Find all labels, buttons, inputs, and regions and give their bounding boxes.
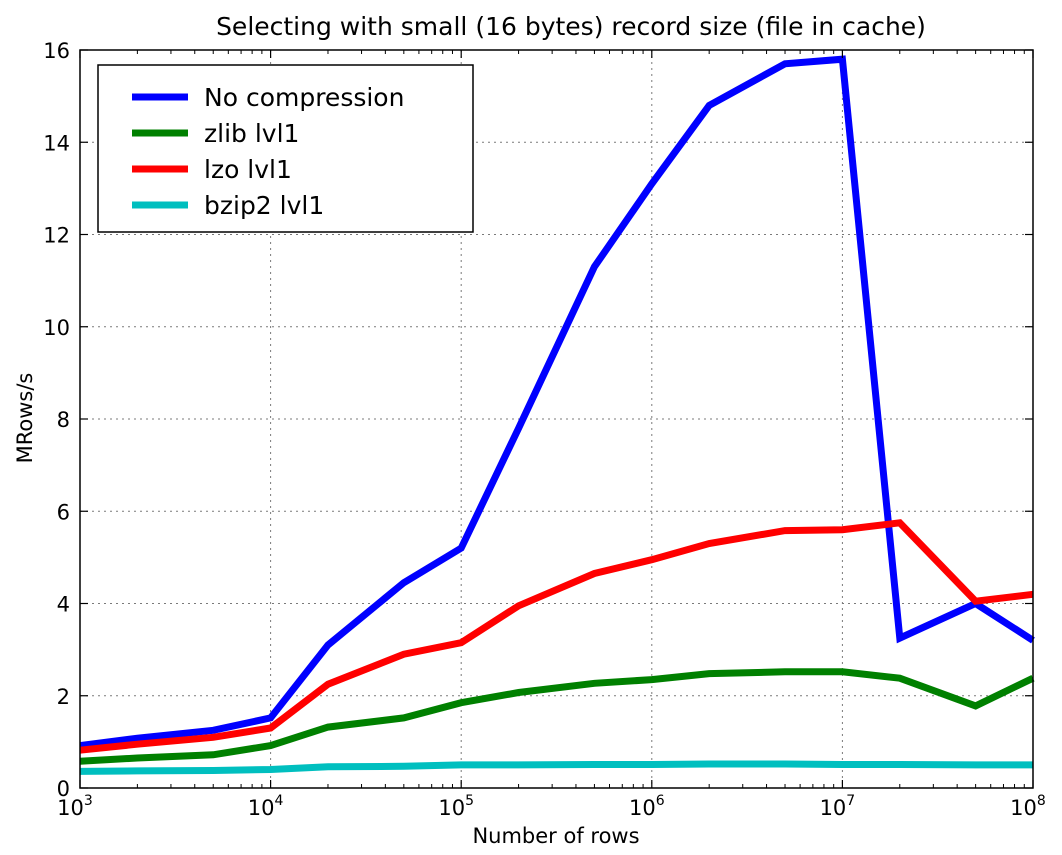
chart-title: Selecting with small (16 bytes) record s…: [216, 12, 926, 41]
x-tick-label: 103: [57, 793, 93, 820]
x-axis-label: Number of rows: [472, 824, 639, 848]
y-tick-label: 4: [57, 593, 70, 617]
x-tick-base: 10: [438, 796, 465, 820]
x-tick-label: 107: [820, 793, 856, 820]
x-tick-base: 10: [57, 796, 84, 820]
y-tick-label: 10: [43, 316, 70, 340]
x-tick-label: 108: [1010, 793, 1046, 820]
series-line-bzip2-lvl1: [79, 760, 1033, 775]
y-axis-label: MRows/s: [13, 373, 37, 464]
x-tick-exponent: 6: [656, 793, 665, 809]
y-tick-label: 12: [43, 224, 70, 248]
legend-label: bzip2 lvl1: [204, 191, 324, 220]
x-tick-label: 104: [248, 793, 284, 820]
legend-label: lzo lvl1: [204, 155, 292, 184]
x-tick-exponent: 4: [275, 793, 284, 809]
x-tick-exponent: 5: [465, 793, 474, 809]
x-tick-label: 105: [438, 793, 474, 820]
x-tick-exponent: 7: [846, 793, 855, 809]
y-tick-label: 2: [57, 685, 70, 709]
y-tick-label: 8: [57, 408, 70, 432]
legend-label: No compression: [204, 83, 404, 112]
y-tick-label: 6: [57, 500, 70, 524]
series-lines: [79, 55, 1035, 775]
legend: No compression zlib lvl1 lzo lvl1 bzip2 lvl…: [97, 64, 474, 233]
series-line-lzo-lvl1: [79, 519, 1034, 754]
y-tick-label: 14: [43, 131, 70, 155]
axis-ticks: [79, 49, 1034, 789]
x-tick-base: 10: [820, 796, 847, 820]
legend-label: zlib lvl1: [204, 119, 299, 148]
x-tick-base: 10: [1010, 796, 1037, 820]
series-line-zlib-lvl1: [79, 668, 1035, 765]
y-tick-label: 16: [43, 39, 70, 63]
x-tick-label: 106: [629, 793, 665, 820]
x-tick-base: 10: [248, 796, 275, 820]
y-tick-label: 0: [57, 777, 70, 801]
series-line-no-compression: [79, 55, 1035, 750]
x-tick-exponent: 8: [1037, 793, 1046, 809]
x-tick-base: 10: [629, 796, 656, 820]
x-tick-exponent: 3: [84, 793, 93, 809]
